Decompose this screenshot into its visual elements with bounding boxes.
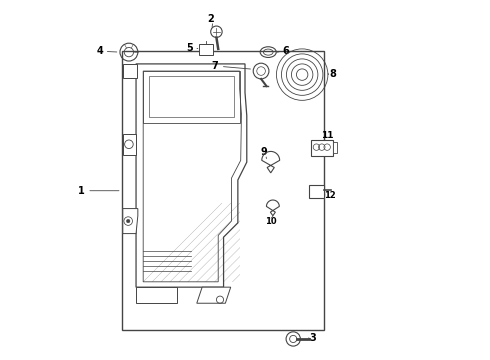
Polygon shape	[123, 134, 136, 155]
Circle shape	[126, 219, 130, 223]
Polygon shape	[123, 208, 138, 234]
Text: 2: 2	[208, 14, 215, 24]
Bar	[309, 185, 324, 198]
Bar	[198, 44, 213, 55]
Text: 7: 7	[211, 62, 218, 71]
Text: 1: 1	[78, 186, 85, 196]
Text: 5: 5	[186, 43, 193, 53]
Text: 10: 10	[265, 217, 277, 226]
Text: 6: 6	[283, 46, 290, 57]
Polygon shape	[197, 287, 231, 303]
Bar	[311, 140, 333, 156]
Text: 12: 12	[324, 191, 336, 200]
Text: 11: 11	[321, 131, 333, 140]
Bar	[123, 64, 137, 78]
Text: 4: 4	[96, 46, 103, 57]
Text: 8: 8	[329, 68, 336, 78]
Bar	[333, 143, 337, 153]
Text: 9: 9	[261, 147, 268, 157]
Text: 3: 3	[310, 333, 316, 343]
Bar	[122, 51, 323, 330]
Polygon shape	[136, 287, 177, 303]
